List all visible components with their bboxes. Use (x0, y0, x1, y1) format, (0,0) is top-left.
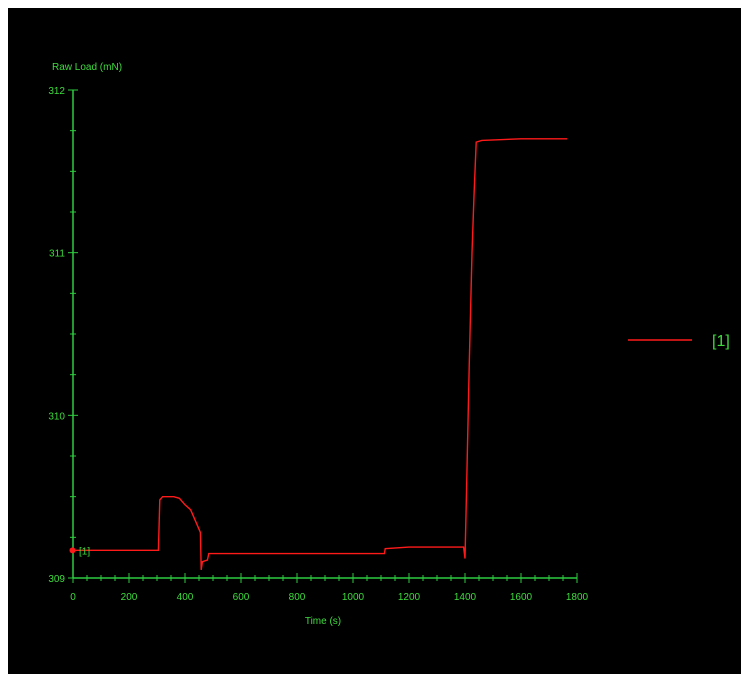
x-tick-label: 400 (177, 592, 194, 603)
x-tick-label: 0 (70, 592, 76, 603)
load-time-chart: 309 310 311 312 0 200 400 600 800 1000 1200 1400 160… (48, 62, 730, 627)
legend-label: [1] (712, 333, 730, 350)
start-marker-label: [1] (79, 546, 90, 557)
x-tick-label: 1000 (342, 592, 365, 603)
y-tick-label: 312 (48, 86, 65, 97)
x-axis-label: Time (s) (305, 616, 341, 627)
legend: [1] (628, 333, 730, 350)
plot-panel: 309 310 311 312 0 200 400 600 800 1000 1200 1400 160… (8, 8, 741, 674)
series-layer: [1] (69, 138, 568, 571)
x-tick-label: 1200 (398, 592, 421, 603)
x-tick-label: 200 (121, 592, 138, 603)
x-tick-label: 1400 (454, 592, 477, 603)
x-tick-label: 1600 (510, 592, 533, 603)
axes (72, 90, 577, 579)
y-tick-label: 309 (48, 574, 65, 585)
start-marker (69, 547, 76, 554)
y-axis-label: Raw Load (mN) (52, 62, 122, 73)
ticks: 309 310 311 312 0 200 400 600 800 1000 1200 1400 160… (48, 86, 588, 603)
x-tick-label: 800 (289, 592, 306, 603)
x-tick-label: 600 (233, 592, 250, 603)
y-tick-label: 311 (49, 249, 65, 260)
x-tick-label: 1800 (566, 592, 589, 603)
series-line (73, 138, 568, 571)
y-tick-label: 310 (48, 411, 65, 422)
